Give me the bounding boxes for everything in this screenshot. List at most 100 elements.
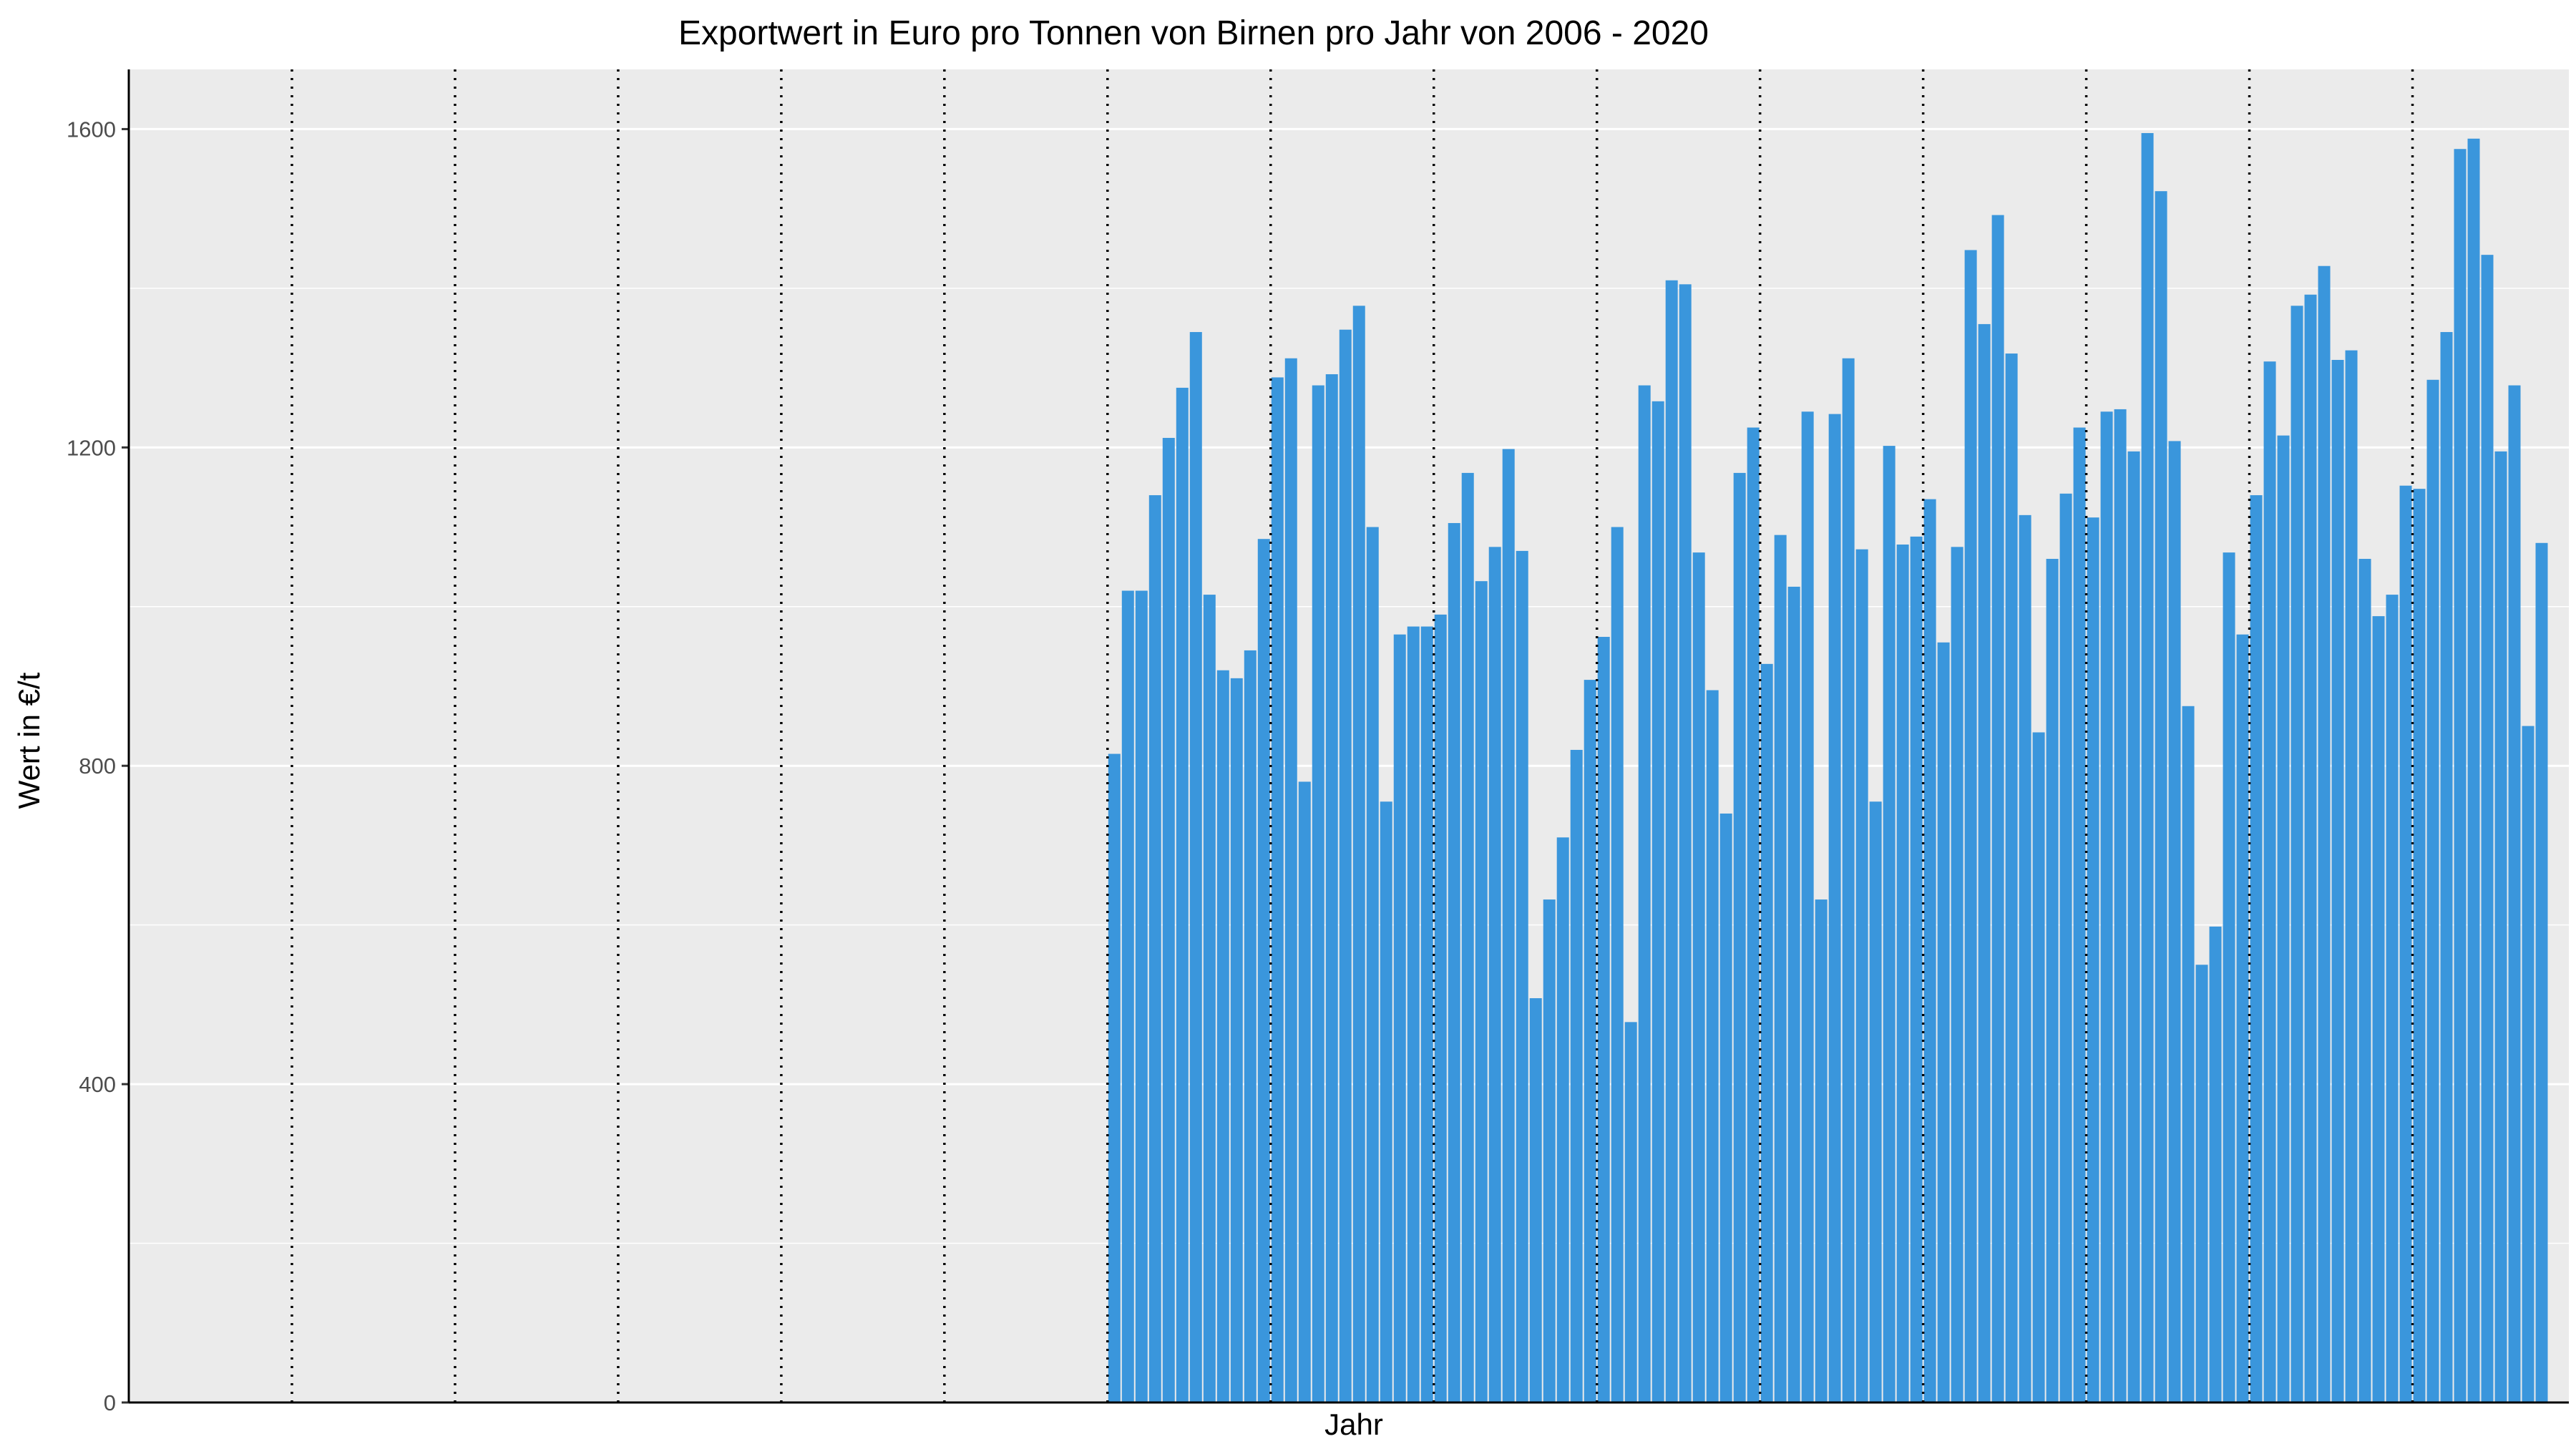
bar bbox=[2168, 441, 2181, 1402]
bar bbox=[2481, 255, 2494, 1403]
bar bbox=[2223, 552, 2235, 1403]
y-tick-label: 400 bbox=[79, 1072, 116, 1097]
bar bbox=[2005, 353, 2018, 1403]
y-tick-label: 1200 bbox=[67, 435, 116, 460]
bar bbox=[1461, 472, 1474, 1403]
bar bbox=[1597, 637, 1610, 1402]
bar bbox=[2358, 559, 2371, 1402]
bar bbox=[1638, 385, 1651, 1402]
bar bbox=[2535, 542, 2548, 1402]
bar bbox=[1774, 535, 1787, 1403]
bar bbox=[1325, 374, 1338, 1402]
bar bbox=[1475, 581, 1488, 1402]
bar bbox=[2345, 350, 2358, 1402]
y-axis-ticks: 0 400 800 1200 1600 bbox=[67, 117, 129, 1415]
bar bbox=[1964, 250, 1977, 1402]
bar bbox=[1787, 586, 1800, 1402]
bar bbox=[2304, 294, 2317, 1403]
bar bbox=[1842, 358, 1855, 1402]
bar bbox=[1951, 547, 1963, 1402]
bar bbox=[2426, 379, 2439, 1402]
bar bbox=[1679, 284, 1692, 1403]
bar bbox=[2141, 132, 2154, 1402]
bar bbox=[2250, 495, 2263, 1402]
bar bbox=[1257, 539, 1270, 1402]
x-axis-title: Jahr bbox=[1324, 1407, 1383, 1441]
bar bbox=[2454, 149, 2467, 1402]
bar bbox=[1162, 437, 1175, 1402]
bar bbox=[1420, 626, 1433, 1402]
bar bbox=[2236, 634, 2249, 1402]
bar bbox=[2331, 359, 2344, 1402]
y-axis-title: Wert in €/t bbox=[12, 672, 46, 809]
bar bbox=[1869, 801, 1882, 1402]
bar bbox=[1448, 522, 1460, 1403]
bars bbox=[1108, 132, 2548, 1403]
bar bbox=[1339, 329, 1352, 1402]
bar bbox=[1121, 590, 1134, 1403]
bar bbox=[1434, 614, 1447, 1403]
bar bbox=[1828, 414, 1841, 1403]
bar bbox=[1991, 215, 2004, 1403]
bar bbox=[1556, 837, 1569, 1402]
bar bbox=[1747, 427, 1760, 1402]
y-tick-label: 1600 bbox=[67, 117, 116, 142]
bar bbox=[1284, 358, 1297, 1402]
bar bbox=[2155, 191, 2167, 1402]
bar bbox=[2114, 409, 2127, 1402]
bar bbox=[2209, 926, 2222, 1402]
bar bbox=[2263, 361, 2276, 1402]
bar bbox=[2522, 726, 2534, 1402]
bar bbox=[1516, 550, 1528, 1402]
bar bbox=[1896, 545, 1909, 1402]
bar bbox=[1652, 401, 1664, 1402]
bar bbox=[1584, 680, 1596, 1402]
bar bbox=[2508, 385, 2521, 1402]
bar bbox=[1624, 1022, 1637, 1402]
bar bbox=[1230, 678, 1243, 1402]
bar bbox=[1407, 626, 1420, 1402]
bar bbox=[2290, 306, 2303, 1402]
bar bbox=[1760, 663, 1773, 1402]
bar bbox=[2182, 706, 2195, 1402]
bar bbox=[2399, 485, 2412, 1402]
bar bbox=[2372, 616, 2385, 1402]
bar bbox=[2059, 493, 2072, 1403]
bar bbox=[1203, 595, 1216, 1402]
bar bbox=[1244, 650, 1257, 1402]
bar bbox=[1298, 781, 1311, 1402]
bar bbox=[2277, 435, 2290, 1402]
bar bbox=[1380, 801, 1392, 1402]
bar bbox=[2195, 965, 2208, 1402]
y-tick-label: 800 bbox=[79, 753, 116, 779]
bar bbox=[1937, 642, 1950, 1402]
bar bbox=[1529, 997, 1542, 1402]
bar bbox=[1692, 552, 1705, 1403]
bar bbox=[1352, 306, 1365, 1402]
bar bbox=[1910, 536, 1923, 1402]
bar bbox=[1570, 749, 1583, 1402]
bar bbox=[1148, 495, 1161, 1402]
bar bbox=[1883, 446, 1896, 1403]
bar bbox=[1108, 753, 1121, 1402]
bar bbox=[1312, 385, 1324, 1402]
bar bbox=[1719, 813, 1732, 1402]
bar bbox=[2046, 559, 2059, 1402]
bar bbox=[1706, 690, 1719, 1402]
bar bbox=[1801, 411, 1814, 1402]
bar bbox=[2032, 732, 2045, 1402]
bar bbox=[1135, 590, 1148, 1403]
y-tick-label: 0 bbox=[104, 1390, 116, 1415]
bar bbox=[1176, 387, 1189, 1402]
bar bbox=[1216, 670, 1229, 1402]
bar bbox=[2467, 138, 2480, 1402]
bar bbox=[2494, 451, 2507, 1402]
bar bbox=[2386, 595, 2399, 1402]
bar bbox=[2413, 489, 2426, 1402]
bar bbox=[2073, 427, 2086, 1402]
bar bbox=[2087, 517, 2099, 1402]
bar bbox=[1611, 527, 1624, 1402]
chart-title: Exportwert in Euro pro Tonnen von Birnen… bbox=[678, 14, 1709, 52]
bar bbox=[1923, 499, 1936, 1403]
